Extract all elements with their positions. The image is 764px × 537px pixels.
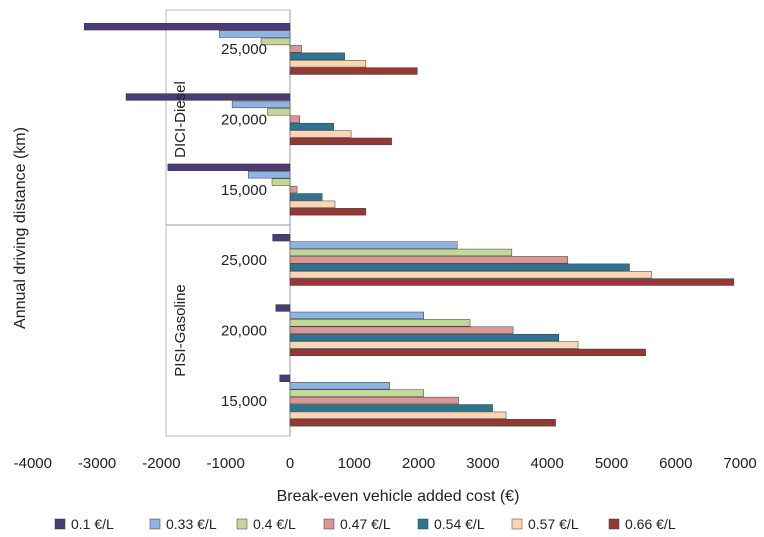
bar-pisi-gasoline-25000-s0 (272, 234, 291, 242)
legend-swatch (511, 518, 523, 530)
group-labels: DICI-Diesel PISI-Gasoline (172, 81, 189, 377)
bar-dici-diesel-20000-s6 (289, 137, 392, 146)
group-label-dici-diesel: DICI-Diesel (172, 81, 189, 158)
bar-dici-diesel-25000-s3 (289, 45, 302, 53)
legend-entry: 0.47 €/L (340, 516, 391, 532)
bar-dici-diesel-15000-s6 (289, 208, 367, 216)
category-label: 25,000 (221, 41, 267, 58)
bar-pisi-gasoline-15000-s1 (289, 382, 390, 390)
bar-dici-diesel-25000-s6 (289, 67, 418, 75)
legend-entry: 0.66 €/L (625, 516, 676, 532)
bar-pisi-gasoline-15000-s6 (289, 419, 556, 427)
y-axis-title: Annual driving distance (km) (12, 127, 29, 329)
bar-dici-diesel-15000-s4 (289, 193, 323, 201)
legend-swatch (608, 518, 620, 530)
bar-dici-diesel-15000-s5 (289, 200, 336, 208)
x-tick-label: 7000 (723, 455, 756, 472)
x-tick-label: 2000 (402, 455, 435, 472)
bar-dici-diesel-25000-s0 (83, 23, 291, 31)
x-tick-label: -4000 (14, 455, 52, 472)
bar-pisi-gasoline-25000-s5 (289, 271, 652, 279)
x-axis-title: Break-even vehicle added cost (€) (277, 488, 520, 505)
bar-pisi-gasoline-20000-s0 (275, 304, 291, 312)
x-tick-label: 0 (286, 455, 294, 472)
bar-dici-diesel-20000-s2 (267, 108, 291, 116)
group-label-pisi-gasoline: PISI-Gasoline (172, 284, 189, 377)
bar-dici-diesel-15000-s0 (167, 163, 291, 171)
category-label: 15,000 (221, 393, 267, 410)
legend-entry: 0.4 €/L (253, 516, 296, 532)
bar-pisi-gasoline-15000-s4 (289, 404, 493, 412)
bar-pisi-gasoline-20000-s2 (289, 319, 471, 327)
legend-entry: 0.1 €/L (71, 516, 114, 532)
x-tick-label: 6000 (659, 455, 692, 472)
bar-pisi-gasoline-25000-s3 (289, 256, 569, 264)
bar-dici-diesel-25000-s5 (289, 60, 367, 68)
x-tick-label: -1000 (207, 455, 245, 472)
bar-dici-diesel-25000-s4 (289, 52, 345, 60)
bar-pisi-gasoline-20000-s6 (289, 348, 646, 357)
bar-dici-diesel-25000-s2 (260, 37, 291, 46)
bar-pisi-gasoline-20000-s3 (289, 326, 514, 334)
x-tick-label: 1000 (338, 455, 371, 472)
category-labels: 25,000 20,000 15,000 25,000 20,000 15,000 (221, 41, 267, 410)
bar-pisi-gasoline-15000-s2 (289, 389, 424, 397)
bar-dici-diesel-20000-s0 (125, 93, 291, 101)
bar-dici-diesel-20000-s3 (289, 115, 300, 123)
x-tick-label: -2000 (142, 455, 180, 472)
axes (165, 9, 291, 437)
bar-pisi-gasoline-25000-s4 (289, 263, 630, 271)
bar-dici-diesel-25000-s1 (219, 30, 291, 38)
legend: 0.1 €/L 0.33 €/L 0.4 €/L 0.47 €/L 0.54 €/L 0.… (54, 516, 676, 532)
bars (83, 23, 734, 427)
x-tick-labels: -4000 -3000 -2000 -1000 0 1000 2000 3000 4000 500… (14, 455, 757, 472)
x-tick-label: 3000 (466, 455, 499, 472)
category-label: 25,000 (221, 252, 267, 269)
legend-swatch (149, 518, 161, 530)
bar-pisi-gasoline-25000-s2 (289, 248, 513, 257)
legend-entry: 0.33 €/L (166, 516, 217, 532)
bar-dici-diesel-20000-s5 (289, 130, 352, 138)
bar-pisi-gasoline-15000-s3 (289, 396, 459, 405)
legend-swatch (236, 518, 248, 530)
category-label: 20,000 (221, 112, 267, 129)
bar-pisi-gasoline-25000-s6 (289, 278, 734, 286)
bar-pisi-gasoline-15000-s0 (279, 374, 291, 382)
legend-entry: 0.54 €/L (434, 516, 485, 532)
legend-swatch (323, 518, 335, 530)
category-label: 20,000 (221, 323, 267, 340)
x-tick-label: 4000 (531, 455, 564, 472)
legend-swatch (54, 518, 66, 530)
bar-pisi-gasoline-20000-s5 (289, 341, 579, 349)
bar-dici-diesel-20000-s4 (289, 122, 334, 131)
bar-pisi-gasoline-20000-s1 (289, 311, 424, 320)
category-label: 15,000 (221, 182, 267, 199)
bar-dici-diesel-15000-s1 (247, 171, 291, 179)
legend-entry: 0.57 €/L (528, 516, 579, 532)
bar-pisi-gasoline-25000-s1 (289, 241, 458, 249)
x-tick-label: -3000 (78, 455, 116, 472)
bar-pisi-gasoline-20000-s4 (289, 333, 560, 342)
bar-dici-diesel-20000-s1 (231, 100, 291, 109)
bar-dici-diesel-15000-s2 (271, 178, 291, 186)
bar-pisi-gasoline-15000-s5 (289, 411, 507, 419)
bar-dici-diesel-15000-s3 (289, 185, 298, 194)
x-tick-label: 5000 (595, 455, 628, 472)
legend-swatch (417, 518, 429, 530)
